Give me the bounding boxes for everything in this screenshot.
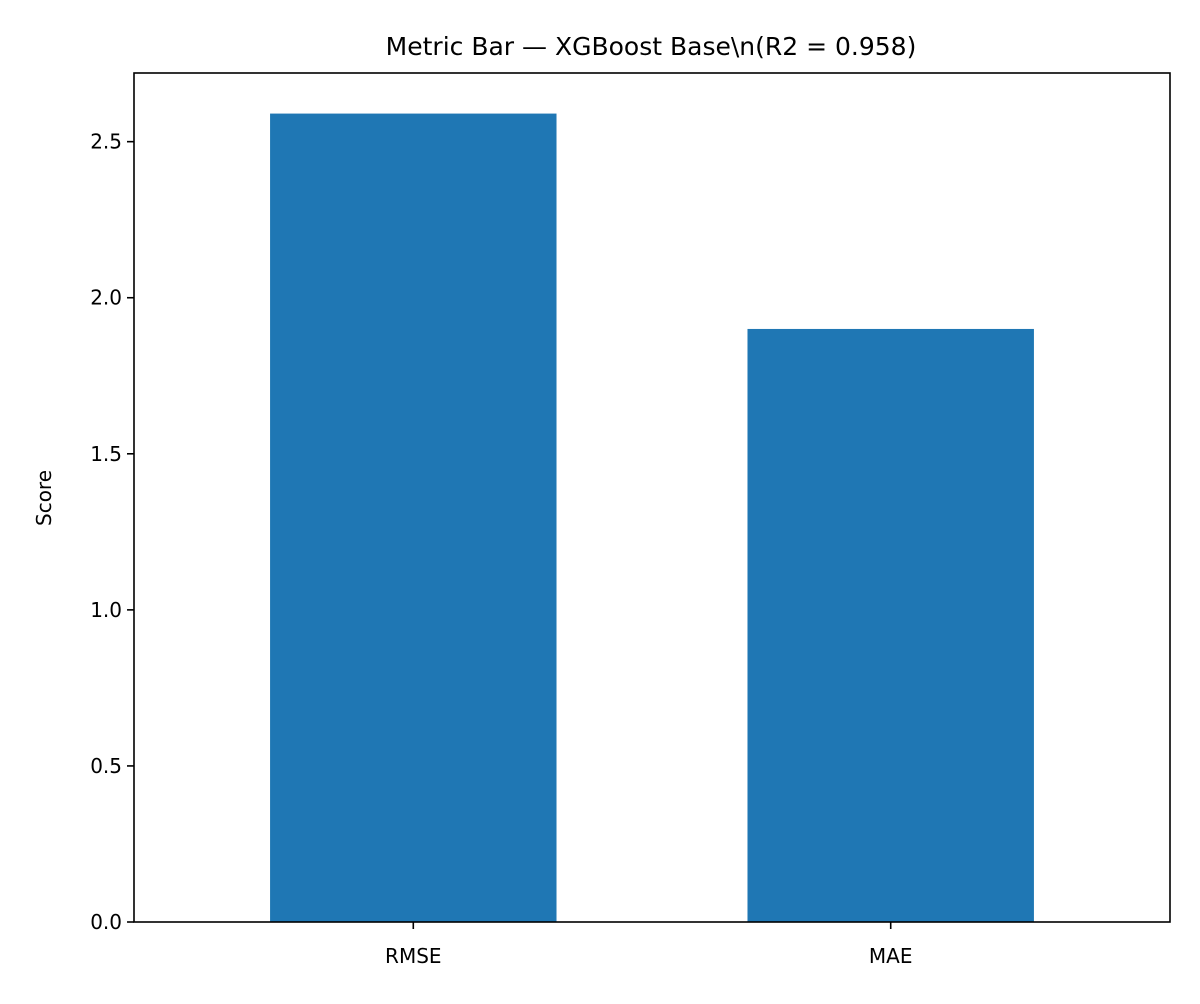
bar-mae (747, 328, 1034, 923)
x-tick-label: MAE (869, 944, 913, 968)
bar-rmse (270, 113, 557, 922)
y-tick-label: 0.5 (90, 754, 122, 778)
y-tick-label: 2.5 (90, 130, 122, 154)
plot-frame (133, 72, 1171, 923)
y-tick-label: 2.0 (90, 286, 122, 310)
y-tick-label: 1.5 (90, 442, 122, 466)
plot-area: 0.0 0.5 1.0 1.5 2.0 2.5 RMSE MAE (90, 72, 1171, 968)
y-tick-label: 0.0 (90, 910, 122, 934)
y-tick-label: 1.0 (90, 598, 122, 622)
x-tick-label: RMSE (385, 944, 441, 968)
chart-title: Metric Bar — XGBoost Base\n(R2 = 0.958) (386, 32, 917, 61)
y-axis-label: Score (32, 470, 56, 526)
